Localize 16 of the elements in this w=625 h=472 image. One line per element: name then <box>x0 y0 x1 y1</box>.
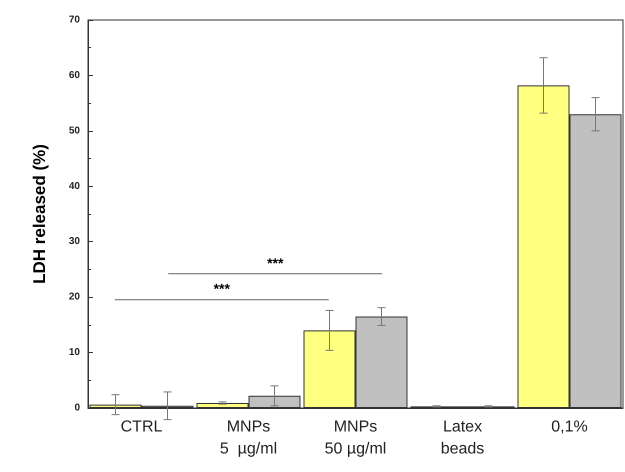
annotation: *** <box>267 254 284 271</box>
y-tick-label: 60 <box>68 70 80 81</box>
y-tick-label: 40 <box>68 180 80 192</box>
annotation: *** <box>214 280 230 297</box>
y-tick-label: 0 <box>74 402 80 414</box>
x-tick-label: 0,1% <box>551 418 588 436</box>
x-tick-label: MNPs 5 µg/ml <box>220 418 278 458</box>
x-tick-label: CTRL <box>120 418 162 436</box>
y-tick-label: 70 <box>68 14 80 26</box>
y-tick-label: 10 <box>68 347 80 358</box>
y-tick-label: 20 <box>68 292 80 303</box>
y-tick-label: 50 <box>68 125 80 136</box>
x-tick-label: Latex beads <box>440 418 484 458</box>
y-axis-title: LDH released (%) <box>30 144 49 284</box>
y-tick-label: 30 <box>68 236 80 248</box>
x-tick-label: MNPs 50 µg/ml <box>324 418 386 458</box>
